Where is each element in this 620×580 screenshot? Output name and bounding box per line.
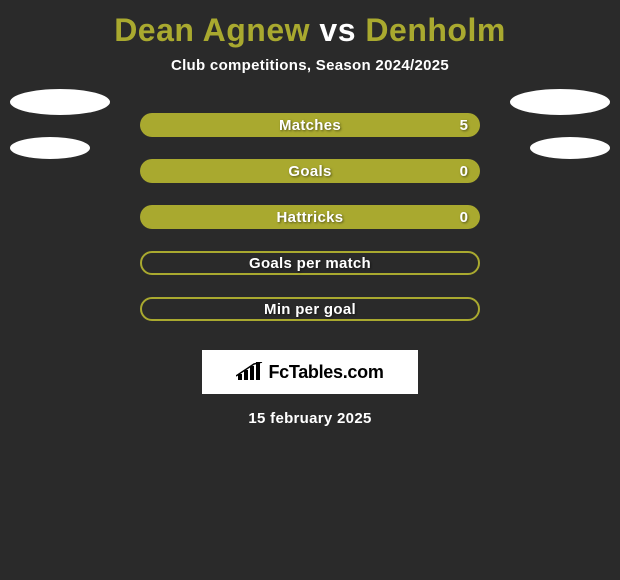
infographic-container: Dean Agnew vs Denholm Club competitions,… — [0, 0, 620, 580]
stat-value-right: 0 — [460, 209, 468, 226]
stat-label: Goals per match — [249, 255, 371, 272]
stat-row-goals-per-match: Goals per match — [0, 240, 620, 286]
stat-label: Hattricks — [277, 209, 344, 226]
stat-bar: Goals 0 — [140, 159, 480, 183]
title: Dean Agnew vs Denholm — [0, 0, 620, 57]
stat-bar: Hattricks 0 — [140, 205, 480, 229]
stat-value-right: 5 — [460, 117, 468, 134]
stat-value-right: 0 — [460, 163, 468, 180]
logo-text: FcTables.com — [268, 362, 383, 383]
stat-label: Matches — [279, 117, 341, 134]
date-label: 15 february 2025 — [0, 410, 620, 427]
ellipse-right-icon — [510, 89, 610, 115]
comparison-chart: Matches 5 Goals 0 Hattricks 0 Goals per … — [0, 102, 620, 332]
ellipse-left-icon — [10, 137, 90, 159]
bar-chart-icon — [236, 362, 264, 382]
stat-bar: Matches 5 — [140, 113, 480, 137]
ellipse-right-icon — [530, 137, 610, 159]
stat-row-matches: Matches 5 — [0, 102, 620, 148]
stat-label: Min per goal — [264, 301, 356, 318]
title-vs: vs — [319, 12, 356, 48]
player-1-name: Dean Agnew — [114, 12, 310, 48]
stat-label: Goals — [288, 163, 331, 180]
logo-box: FcTables.com — [202, 350, 418, 394]
stat-bar: Min per goal — [140, 297, 480, 321]
stat-row-goals: Goals 0 — [0, 148, 620, 194]
ellipse-left-icon — [10, 89, 110, 115]
stat-bar: Goals per match — [140, 251, 480, 275]
stat-row-hattricks: Hattricks 0 — [0, 194, 620, 240]
stat-row-min-per-goal: Min per goal — [0, 286, 620, 332]
player-2-name: Denholm — [365, 12, 505, 48]
